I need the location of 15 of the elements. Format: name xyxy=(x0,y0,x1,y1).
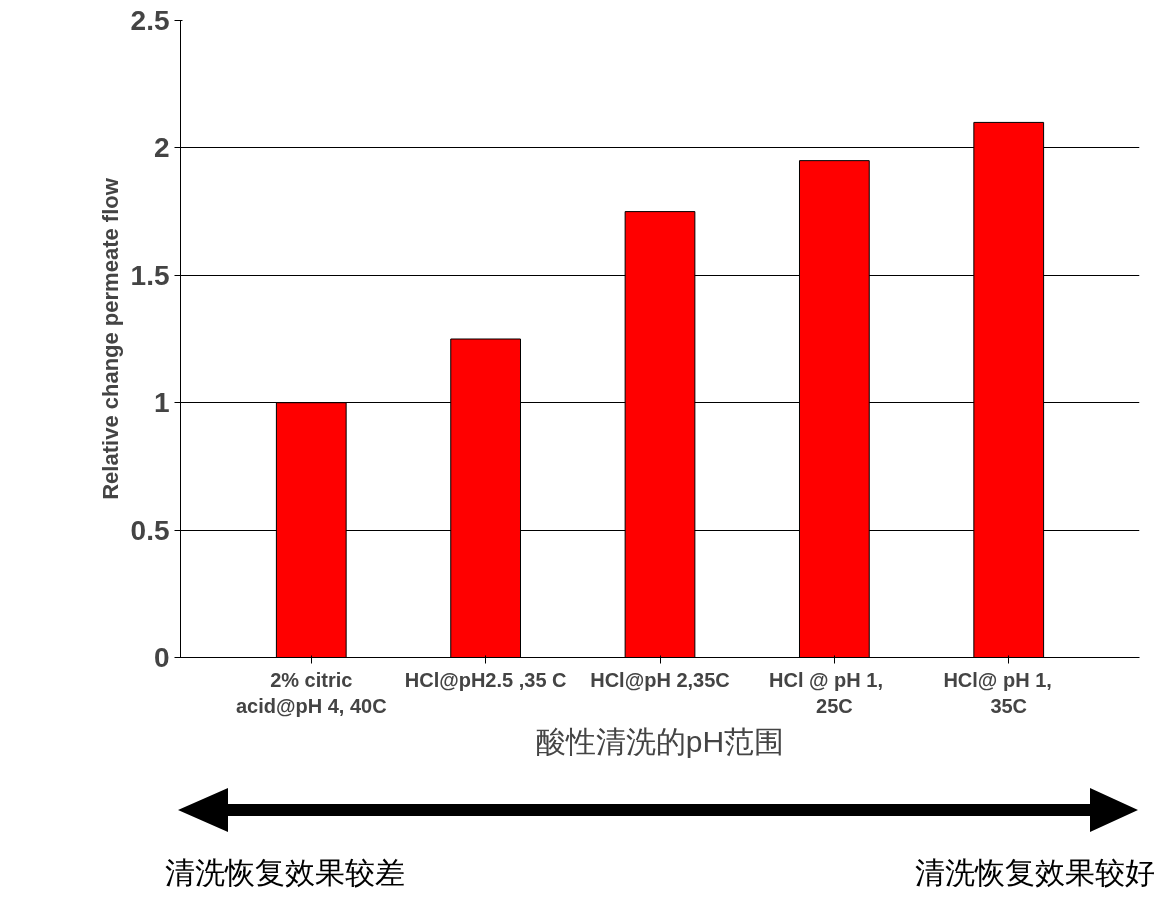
x-tick-label: HCl @ pH 1, 25C xyxy=(769,668,884,717)
y-tick-label: 2.5 xyxy=(130,5,170,36)
y-tick-label: 2 xyxy=(153,132,170,164)
y-axis-title: Relative change permeate flow xyxy=(97,177,123,500)
y-tick-label: 0.5 xyxy=(130,514,170,546)
x-tick-label: HCl@pH2.5 ,35 C xyxy=(404,668,567,691)
y-tick-label: 1 xyxy=(153,387,170,419)
text: 清洗恢复效果较差 xyxy=(165,855,405,891)
text: 清洗恢复效果较好 xyxy=(915,855,1155,891)
y-tick-label: 1.5 xyxy=(130,259,170,291)
x-axis-title: 酸性清洗的pH范围 xyxy=(535,724,785,758)
x-tick-label: HCl@pH 2,35C xyxy=(590,668,730,691)
y-tick-label: 0 xyxy=(153,642,170,673)
x-tick-label: 2% citric acid@pH 4, 40C xyxy=(235,668,387,717)
x-tick-label: HCl@ pH 1, 35C xyxy=(943,668,1052,717)
